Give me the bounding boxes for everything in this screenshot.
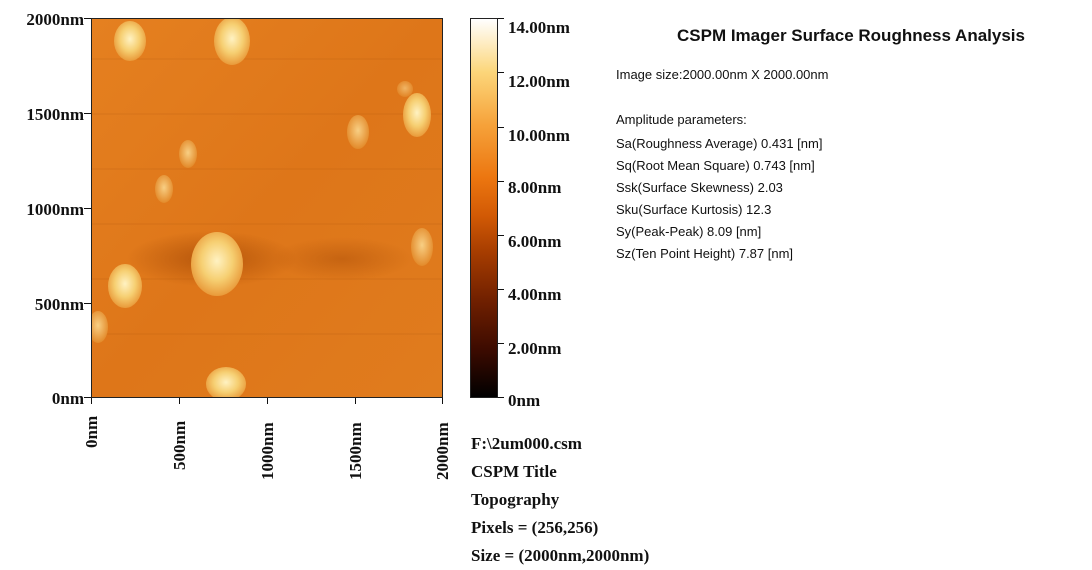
height-colorbar (470, 18, 498, 398)
y-tick-mark (84, 113, 91, 114)
y-tick-mark (84, 397, 91, 398)
x-tick-mark (442, 398, 443, 404)
scan-size: Size = (2000nm,2000nm) (471, 546, 650, 565)
x-tick-label: 500nm (170, 420, 189, 470)
y-tick-mark (84, 208, 91, 209)
surface-grain (92, 311, 108, 343)
colorbar-label: 6.00nm (508, 232, 562, 251)
param-sku: Sku(Surface Kurtosis) 12.3 (616, 202, 772, 217)
surface-grain (403, 93, 431, 137)
colorbar-label: 14.00nm (508, 18, 570, 37)
x-tick-mark (355, 398, 356, 404)
image-background (92, 19, 442, 397)
image-mode: Topography (471, 490, 560, 509)
y-tick-label: 1000nm (26, 200, 84, 219)
param-sq: Sq(Root Mean Square) 0.743 [nm] (616, 158, 815, 173)
amplitude-parameters-heading: Amplitude parameters: (616, 112, 747, 127)
pixel-count: Pixels = (256,256) (471, 518, 599, 537)
colorbar-tick-mark (498, 127, 504, 128)
colorbar-label: 12.00nm (508, 72, 570, 91)
colorbar-tick-mark (498, 72, 504, 73)
x-tick-label: 1000nm (258, 422, 277, 480)
surface-grain (397, 81, 413, 97)
file-path: F:\2um000.csm (471, 434, 582, 453)
surface-grain (179, 140, 197, 168)
colorbar-label: 8.00nm (508, 178, 562, 197)
y-tick-mark (84, 303, 91, 304)
colorbar-label: 0nm (508, 391, 541, 410)
depression-region (272, 237, 412, 281)
file-info: F:\2um000.csm CSPM Title Topography Pixe… (471, 430, 649, 570)
colorbar-tick-mark (498, 235, 504, 236)
colorbar-tick-mark (498, 181, 504, 182)
x-tick-mark (91, 398, 92, 404)
surface-grain (206, 367, 246, 397)
surface-grain (411, 228, 433, 266)
surface-grain (155, 175, 173, 203)
param-ssk: Ssk(Surface Skewness) 2.03 (616, 180, 783, 195)
x-tick-label: 0nm (82, 415, 101, 448)
param-sz: Sz(Ten Point Height) 7.87 [nm] (616, 246, 794, 261)
surface-grain (214, 19, 250, 65)
colorbar-tick-mark (498, 289, 504, 290)
colorbar-label: 4.00nm (508, 285, 562, 304)
x-tick-label: 1500nm (346, 422, 365, 480)
y-tick-label: 1500nm (26, 105, 84, 124)
surface-grain (191, 232, 243, 296)
y-tick-label: 2000nm (26, 10, 84, 29)
afm-image-canvas (92, 19, 442, 397)
y-tick-label: 500nm (34, 295, 84, 314)
x-tick-mark (179, 398, 180, 404)
colorbar-label: 2.00nm (508, 339, 562, 358)
param-sy: Sy(Peak-Peak) 8.09 [nm] (616, 224, 762, 239)
colorbar-tick-mark (498, 397, 504, 398)
param-sa: Sa(Roughness Average) 0.431 [nm] (616, 136, 823, 151)
colorbar-tick-mark (498, 18, 504, 19)
colorbar-tick-mark (498, 343, 504, 344)
y-tick-label: 0nm (51, 389, 84, 408)
image-title: CSPM Title (471, 462, 557, 481)
surface-grain (114, 21, 146, 61)
surface-grain (108, 264, 142, 308)
x-tick-label: 2000nm (433, 422, 452, 480)
amplitude-parameters-list: Sa(Roughness Average) 0.431 [nm] Sq(Root… (616, 133, 822, 265)
y-axis: 2000nm 1500nm 1000nm 500nm 0nm (0, 0, 84, 420)
afm-topography-image[interactable] (91, 18, 443, 398)
colorbar-label: 10.00nm (508, 126, 570, 145)
analysis-title: CSPM Imager Surface Roughness Analysis (677, 26, 1025, 45)
y-tick-mark (84, 18, 91, 19)
x-tick-mark (267, 398, 268, 404)
surface-grain (347, 115, 369, 149)
image-size-text: Image size:2000.00nm X 2000.00nm (616, 67, 829, 82)
